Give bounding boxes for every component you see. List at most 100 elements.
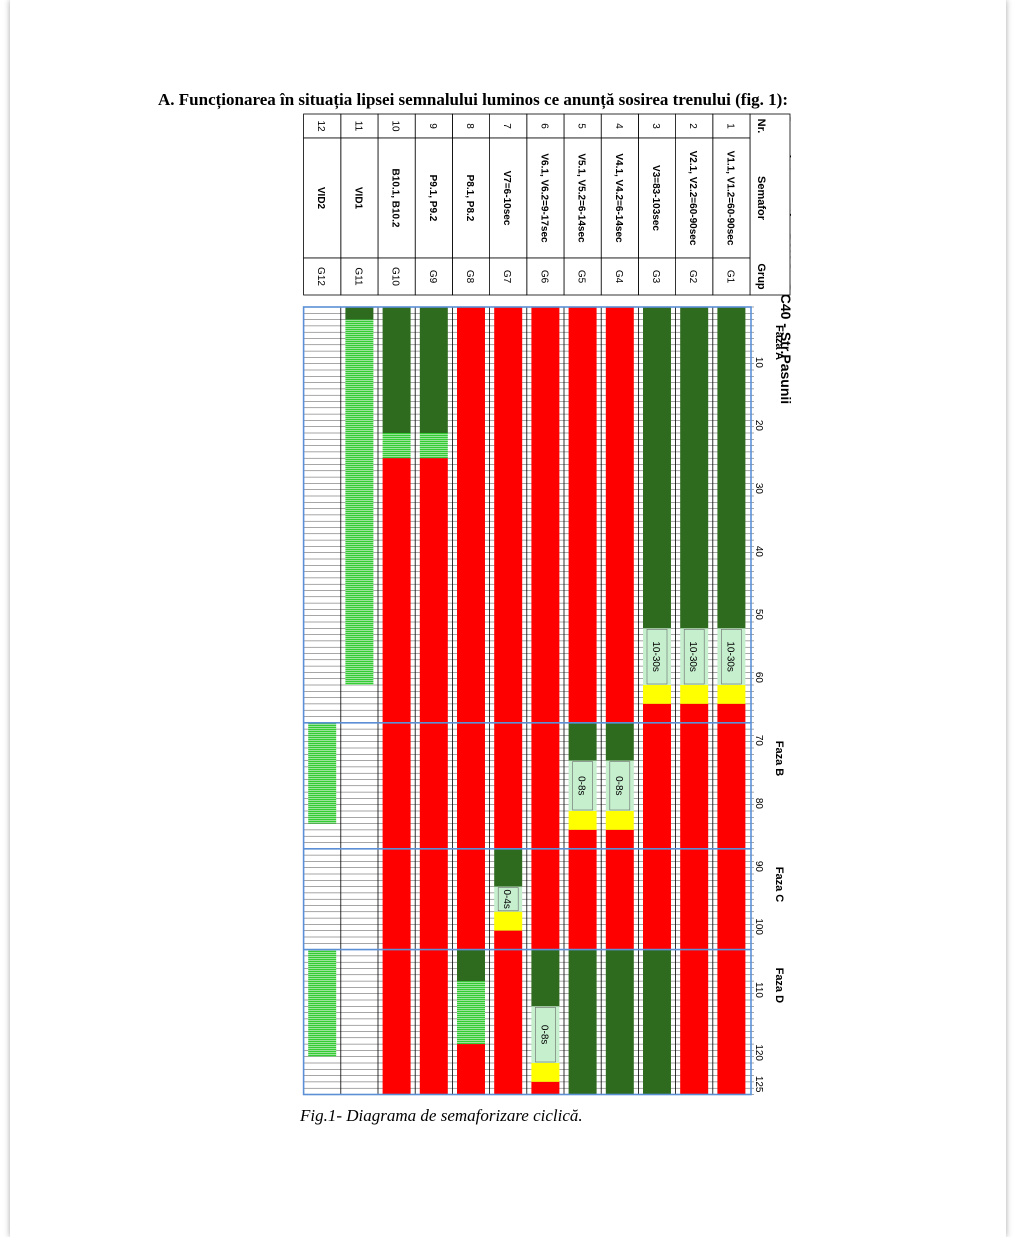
timing-segment — [345, 319, 374, 685]
row-grup: G11 — [352, 267, 363, 286]
timing-segment — [643, 685, 671, 704]
section-heading: A. Funcționarea în situația lipsei semna… — [158, 90, 789, 109]
row-grup: G1 — [724, 270, 735, 284]
variable-green-box — [609, 761, 631, 811]
row-semafor: V4.1, V4.2=6-14sec — [613, 153, 624, 243]
row-semafor: V5.1, V5.2=6-14sec — [576, 153, 587, 243]
col-semafor-header: Semafor — [755, 176, 767, 221]
timing-segment — [531, 949, 560, 1007]
row-grup: G4 — [613, 270, 624, 284]
phase-label: Faza C — [773, 867, 785, 903]
variable-green-box — [721, 628, 742, 685]
row-nr: 5 — [576, 123, 587, 129]
segment-label: 10-30s — [687, 641, 698, 672]
timing-segment — [605, 829, 634, 950]
tick-label: 70 — [753, 735, 764, 747]
timing-segment — [643, 703, 671, 950]
timing-segment — [382, 307, 411, 433]
tick-label: 30 — [753, 483, 764, 495]
row-nr: 9 — [427, 123, 438, 129]
timing-segment — [531, 1081, 560, 1095]
row-semafor: V2.1, V2.2=60-90sec — [687, 151, 698, 246]
tick-label: 60 — [753, 672, 764, 684]
timing-segment — [308, 722, 337, 824]
timing-segment — [531, 307, 560, 950]
timing-segment — [494, 848, 523, 887]
timing-segment — [382, 433, 411, 459]
row-grup: G6 — [538, 270, 549, 284]
timing-segment — [457, 949, 485, 982]
diagram-rotated: Jucu, intersectia: DN1C - DC40 - Str.Pas… — [135, 110, 800, 1100]
timing-segment — [457, 981, 485, 1045]
row-nr: 1 — [724, 123, 735, 129]
row-grup-cell — [303, 257, 342, 296]
tick-label: 80 — [753, 798, 764, 810]
row-grup: G10 — [390, 267, 401, 286]
timing-segment — [419, 433, 448, 459]
row-nr: 11 — [352, 121, 363, 132]
timing-segment — [568, 722, 597, 761]
row-nr: 6 — [538, 123, 549, 129]
row-grup: G8 — [464, 270, 475, 284]
timing-segment — [568, 949, 597, 1095]
timing-segment — [680, 685, 709, 704]
row-nr: 7 — [501, 123, 512, 129]
row-grup: G5 — [576, 270, 587, 284]
row-grup: G2 — [687, 270, 698, 284]
timing-segment — [494, 930, 523, 1095]
phase-label: Faza A — [773, 325, 785, 360]
tick-label: 125 — [753, 1076, 764, 1093]
timing-segment — [345, 307, 374, 320]
segment-label: 0-8s — [613, 776, 624, 795]
timing-segment — [531, 1063, 560, 1082]
variable-green-box — [572, 761, 593, 811]
timing-segment — [717, 685, 746, 704]
timing-segment — [382, 458, 411, 1095]
col-nr-header: Nr. — [755, 119, 767, 134]
row-semafor: VID2 — [315, 187, 326, 210]
row-semafor: V6.1, V6.2=9-17sec — [538, 153, 549, 243]
row-semafor: P8.1, P8.2 — [464, 175, 475, 222]
row-nr: 4 — [613, 123, 624, 129]
timing-segment — [419, 307, 448, 433]
variable-green-box — [497, 887, 519, 912]
timing-segment — [717, 307, 746, 629]
row-semafor: B10.1, B10.2 — [390, 169, 401, 228]
row-nr: 12 — [315, 120, 326, 132]
segment-label: 0-4s — [501, 889, 512, 908]
variable-green-box — [535, 1006, 556, 1063]
timing-segment — [605, 811, 634, 830]
tick-label: 40 — [753, 546, 764, 558]
diagram-frame — [302, 306, 752, 1096]
segment-label: 0-8s — [576, 776, 587, 795]
col-grup-header: Grup — [755, 263, 767, 290]
row-semafor: V7=6-10sec — [501, 171, 512, 226]
timing-segment — [494, 307, 523, 849]
tick-label: 50 — [753, 609, 764, 621]
timing-segment — [643, 949, 671, 1095]
timing-segment — [568, 829, 597, 950]
phase-label: Faza B — [773, 741, 785, 777]
timing-segment — [568, 307, 597, 723]
timing-segment — [457, 307, 485, 950]
row-grup: G3 — [650, 270, 661, 284]
timing-segment — [568, 811, 597, 830]
timing-segment — [308, 949, 337, 1057]
timing-segment — [605, 307, 634, 723]
variable-green-box — [683, 628, 705, 685]
timing-segment — [419, 458, 448, 1095]
tick-label: 10 — [753, 357, 764, 369]
phase-label: Faza D — [773, 968, 785, 1004]
row-nr: 2 — [687, 123, 698, 129]
timing-segment — [494, 911, 523, 931]
segment-label: 0-8s — [538, 1025, 549, 1044]
timing-segment — [643, 307, 671, 629]
row-grup: G12 — [315, 267, 326, 286]
figure-caption: Fig.1- Diagrama de semaforizare ciclică. — [300, 1106, 583, 1125]
timing-segment — [457, 1044, 485, 1095]
tick-label: 90 — [753, 861, 764, 873]
row-semafor: V1.1, V1.2=60-90sec — [724, 151, 735, 246]
variable-green-box — [646, 628, 668, 685]
tick-label: 20 — [753, 420, 764, 432]
row-nr: 3 — [650, 123, 661, 129]
